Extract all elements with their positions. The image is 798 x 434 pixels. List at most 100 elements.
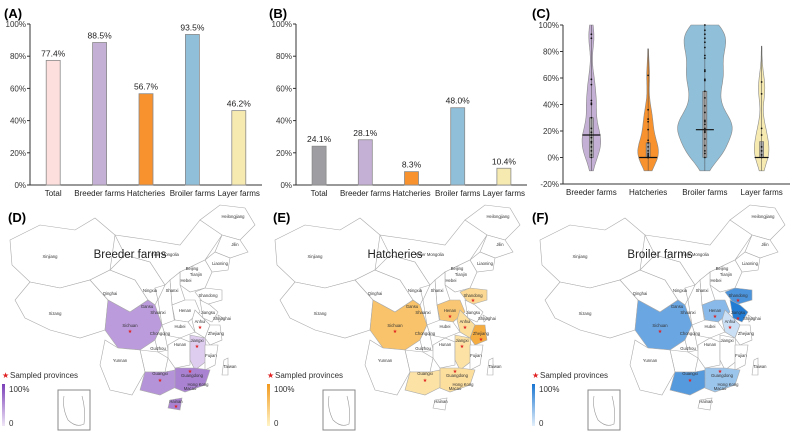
data-point	[703, 37, 706, 40]
province-label: Jilin	[231, 242, 239, 247]
bar	[496, 167, 512, 186]
data-point	[590, 142, 593, 144]
data-point	[590, 131, 593, 134]
y-tick-label: 20%	[276, 149, 292, 158]
province-label: Chongqing	[680, 331, 701, 336]
province-label: Henan	[179, 308, 192, 313]
y-tick-label: 40%	[276, 117, 292, 126]
x-tick-label: Layer farms	[483, 189, 525, 198]
province-label: Liaoning	[212, 261, 229, 266]
province-fujian	[734, 344, 749, 371]
x-tick-label: Total	[311, 189, 328, 198]
province-label: Shandong	[463, 293, 483, 298]
x-tick-label: Layer farms	[741, 188, 783, 197]
province-label: Fujian	[470, 353, 482, 358]
map-body: Heilongjiang Jilin Liaoning Xinjiang Inner M…	[9, 204, 256, 411]
province-label: Hainan	[169, 399, 183, 404]
data-point	[647, 120, 650, 123]
legend-sampled-label: Sampled provinces	[275, 371, 343, 380]
data-point	[647, 74, 650, 77]
data-point	[703, 41, 706, 44]
sampled-star-icon: ★	[463, 325, 468, 331]
y-tick-label: 0%	[14, 181, 26, 190]
province-label: Hainan	[434, 399, 448, 404]
province-shanghai	[747, 314, 754, 323]
data-label: 48.0%	[446, 96, 471, 106]
bar	[92, 42, 107, 186]
province-guangdong	[174, 367, 211, 393]
violin-chart-c: -20% 0% 20% 40% 60% 80% 100% Breeder farms Hatch…	[539, 21, 790, 197]
province-label: Zhejiang	[473, 331, 490, 336]
legend-sampled-label: Sampled provinces	[540, 371, 608, 380]
data-label: 77.4%	[41, 48, 66, 58]
y-tick-label: 40%	[543, 101, 559, 110]
data-point	[590, 127, 593, 130]
province-yunnan	[99, 339, 146, 396]
province-jiangsu	[729, 299, 749, 323]
bar	[45, 59, 61, 186]
province-label: Shandong	[728, 293, 748, 298]
sampled-star-icon: ★	[128, 329, 133, 335]
province-hainan	[167, 397, 183, 411]
x-tick-label: Breeder farms	[74, 189, 125, 198]
province-chongqing	[419, 324, 434, 353]
data-point	[760, 156, 763, 159]
data-point	[760, 134, 763, 136]
data-point	[760, 93, 763, 95]
data-point	[703, 79, 706, 82]
sampled-star-icon: ★	[718, 369, 723, 375]
province-label: Jiangsu	[731, 310, 746, 315]
province-label: Shanxi	[696, 288, 709, 293]
data-point	[703, 29, 706, 32]
province-xizang	[544, 279, 639, 339]
province-label: Zhejiang	[208, 331, 225, 336]
province-xizang	[279, 279, 374, 339]
province-label: Macao	[184, 386, 197, 391]
data-point	[647, 156, 650, 159]
province-chongqing	[154, 324, 169, 353]
province-label: Shandong	[198, 293, 218, 298]
province-label: Shanghai	[213, 316, 231, 321]
data-point	[703, 24, 706, 26]
legend-color-ramp	[267, 384, 270, 426]
sampled-star-icon: ★	[423, 378, 428, 384]
province-label: Heilongjiang	[486, 214, 510, 219]
data-point	[590, 140, 593, 143]
data-point	[703, 130, 706, 132]
y-tick-label: 100%	[6, 20, 26, 29]
province-label: Inner Mongolia	[416, 252, 444, 257]
panel-label-f: (F)	[532, 210, 549, 225]
province-label: Jiangxi	[455, 338, 468, 343]
province-label: Ningxia	[673, 288, 688, 293]
sampled-star-icon: ★	[453, 369, 458, 375]
province-label: Taiwan	[488, 364, 502, 369]
province-label: Gansu	[406, 304, 419, 309]
sampled-star-icon: ★	[188, 369, 193, 375]
province-label: Henan	[709, 308, 722, 313]
province-label: Xinjiang	[308, 254, 324, 259]
panel-label-d: (D)	[8, 210, 26, 225]
bar	[138, 93, 154, 186]
data-point	[760, 149, 763, 152]
map-d: Heilongjiang Jilin Liaoning Xinjiang Inner M…	[2, 204, 256, 431]
data-point	[703, 54, 706, 57]
province-label: Tianjin	[720, 272, 733, 277]
bar	[357, 139, 373, 186]
inset-frame	[322, 389, 356, 431]
province-label: Hubei	[440, 324, 451, 329]
legend-max-label: 100%	[539, 385, 559, 394]
y-tick-label: 0%	[280, 181, 292, 190]
data-point	[590, 83, 593, 86]
province-innermongolia	[644, 214, 753, 286]
province-jilin	[479, 234, 514, 259]
data-label: 46.2%	[227, 99, 252, 109]
province-label: Guangxi	[152, 371, 168, 376]
province-label: Hubei	[705, 324, 716, 329]
province-label: Sichuan	[122, 323, 138, 328]
data-point	[647, 139, 650, 142]
x-tick-label: Broiler farms	[170, 189, 215, 198]
map-f: Heilongjiang Jilin Liaoning Xinjiang Inner M…	[532, 204, 786, 431]
province-label: Tianjin	[455, 272, 468, 277]
bar-chart-a: 0% 20% 40% 60% 80% 100% 77.4% Total 88.5% Breeder…	[6, 20, 262, 198]
y-tick-label: -20%	[540, 180, 559, 189]
